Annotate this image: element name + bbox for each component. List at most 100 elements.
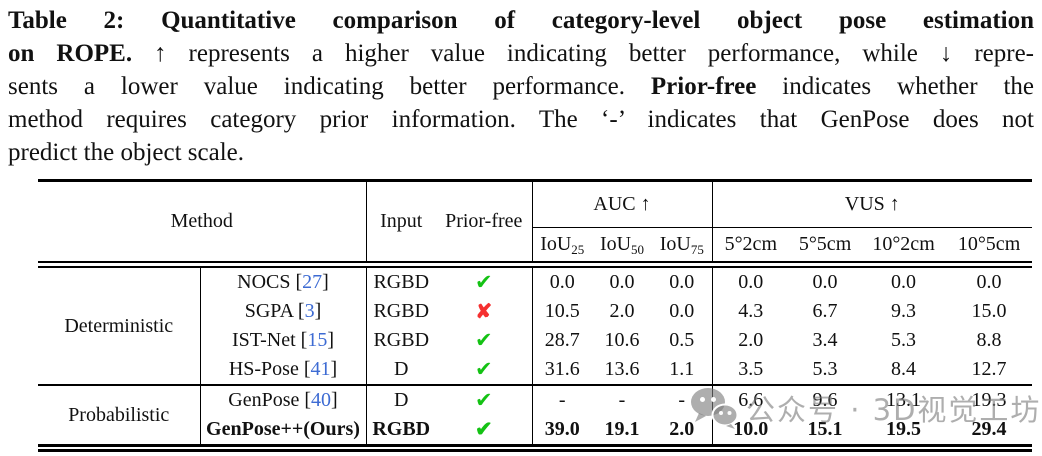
value-cell: 2.0 [609,300,635,322]
citation: [41] [303,358,338,380]
check-icon: ✔ [474,328,493,352]
value-cell: 28.7 [531,326,592,355]
value-cell: 15.1 [789,415,862,452]
col-group-vus: VUS ↑ [711,180,1033,228]
method-cell: SGPA [3] [199,297,366,326]
results-table: Method Input Prior-free AUC ↑ VUS ↑ IoU2… [38,179,1033,452]
value-cell: 3.4 [812,329,838,351]
check-icon: ✔ [474,270,493,294]
caption-text: ↑ represents a higher value indicating b… [132,40,1034,67]
prior-free-cell: ✔ [436,384,532,415]
prior-free-cell: ✘ [436,297,532,326]
value-cell: 29.4 [946,415,1033,452]
value-cell: 2.0 [652,415,713,452]
col-header-input: Input [365,180,436,268]
check-icon: ✔ [474,417,493,441]
citation-number[interactable]: 40 [311,389,332,411]
prior-free-cell: ✔ [436,355,532,385]
header-row-2: IoU25 IoU50 IoU75 5°2cm 5°5cm 10°2cm 10°… [38,227,1033,268]
value-cell: 19.3 [946,384,1033,415]
value-cell: 19.5 [861,415,947,452]
caption-line: Table 2: Quantitative comparison of cate… [8,4,1034,37]
prior-free-cell: ✔ [436,415,532,452]
input-cell: RGBD [365,415,436,452]
value-cell: 0.0 [669,271,695,293]
value-cell: - [592,384,652,415]
value-cell: 4.3 [711,297,790,326]
value-cell: 10.0 [711,415,790,452]
citation-number[interactable]: 41 [310,358,331,380]
col-header-iou75: IoU75 [652,227,713,268]
table-row-sgpa: SGPA [3] RGBD ✘ 10.5 2.0 0.0 4.3 6.7 9.3… [38,297,1032,326]
caption-text: indicates whether the [756,73,1034,100]
table-row-nocs: Deterministic NOCS [27] RGBD ✔ 0.0 0.0 0… [38,264,1032,337]
value-cell: 39.0 [531,415,592,452]
caption-line: method requires category prior informati… [8,103,1034,136]
caption-line: on ROPE. ↑ represents a higher value ind… [8,37,1034,70]
citation-number[interactable]: 27 [302,271,323,293]
col-header-10d5cm: 10°5cm [946,227,1033,268]
value-cell: 3.5 [711,355,790,385]
input-cell: RGBD [365,297,436,326]
value-cell: 1.1 [669,358,695,380]
value-cell: 6.6 [711,384,790,415]
value-cell: 0.0 [891,271,917,293]
col-header-10d2cm: 10°2cm [861,227,947,268]
value-cell: 0.0 [531,264,592,297]
value-cell: 12.7 [971,358,1007,380]
col-header-iou50: IoU50 [592,227,652,268]
check-icon: ✔ [474,357,493,381]
caption-text: predict the object scale. [8,139,244,166]
caption-line: sents a lower value indicating better pe… [8,70,1034,103]
table-row-genpose: Probabilistic GenPose [40] D ✔ - - - 6.6… [38,384,1033,452]
col-header-method: Method [38,180,366,268]
value-cell: 9.3 [891,300,917,322]
input-cell: RGBD [365,326,436,355]
col-header-prior-free: Prior-free [436,180,532,268]
caption-line: predict the object scale. [8,136,1034,169]
method-cell: HS-Pose [41] [199,355,366,385]
citation-number[interactable]: 15 [307,329,328,351]
input-cell: D [365,355,436,385]
value-cell: 9.6 [789,384,862,415]
table-row-hspose: HS-Pose [41] D ✔ 31.6 13.6 1.1 3.5 5.3 8… [38,355,1032,385]
value-cell: 6.7 [812,300,838,322]
caption-text: sents a lower value indicating better pe… [8,73,651,100]
value-cell: 0.0 [976,271,1002,293]
method-cell: GenPose [40] [199,384,366,415]
input-cell: RGBD [365,264,436,297]
input-cell: D [365,384,436,415]
value-cell: 0.0 [669,300,695,322]
check-icon: ✔ [474,388,493,412]
prior-free-cell: ✔ [436,326,532,355]
value-cell: 10.6 [604,329,640,351]
table-row-genpose-plus-plus: GenPose++(Ours) RGBD ✔ 39.0 19.1 2.0 10.… [38,415,1033,452]
value-cell: 0.5 [669,329,695,351]
method-cell: NOCS [27] [199,264,366,297]
row-group-probabilistic: Probabilistic [38,384,200,452]
col-group-auc: AUC ↑ [531,180,713,228]
value-cell: 8.8 [976,329,1002,351]
value-cell: 0.0 [812,271,838,293]
value-cell: - [652,384,713,415]
table-caption: Table 2: Quantitative comparison of cate… [0,0,1042,169]
value-cell: 13.6 [604,358,640,380]
citation: [27] [295,271,329,293]
table-row-istnet: IST-Net [15] RGBD ✔ 28.7 10.6 0.5 2.0 3.… [38,326,1032,355]
col-header-iou25: IoU25 [531,227,592,268]
header-row-1: Method Input Prior-free AUC ↑ VUS ↑ [38,180,1033,268]
caption-priorfree-bold: Prior-free [650,73,757,100]
value-cell: 19.1 [592,415,652,452]
citation: [40] [304,389,338,411]
citation: [3] [297,300,322,322]
citation-number[interactable]: 3 [304,300,315,322]
prior-free-cell: ✔ [436,265,532,298]
value-cell: 5.3 [812,358,838,380]
value-cell: 5.3 [891,329,917,351]
caption-title: Table 2: Quantitative comparison of cate… [8,7,1034,34]
method-cell: GenPose++(Ours) [199,415,366,452]
value-cell: 10.5 [531,297,592,326]
value-cell: - [531,384,592,415]
value-cell: 0.0 [609,271,635,293]
value-cell: 0.0 [711,264,790,297]
